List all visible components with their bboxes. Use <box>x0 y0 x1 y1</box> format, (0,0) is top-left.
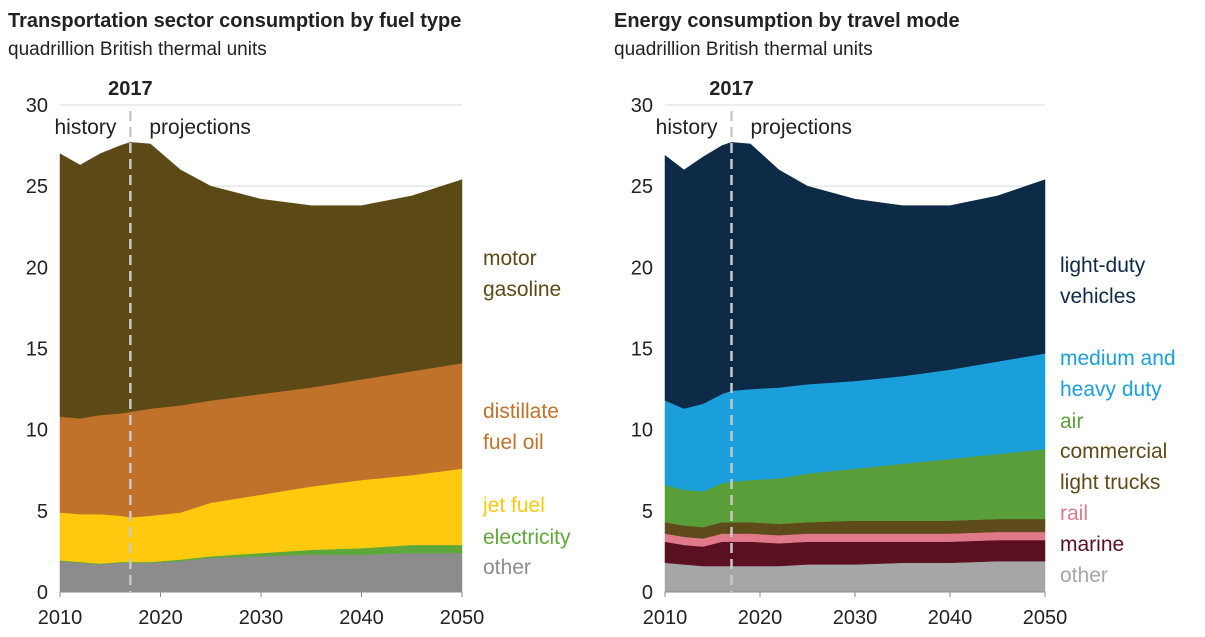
y-tick-label: 30 <box>631 95 653 117</box>
marker-label: 2017 <box>108 78 153 100</box>
y-tick-label: 0 <box>642 582 653 604</box>
y-tick-label: 25 <box>631 176 653 198</box>
series-label: rail <box>1060 502 1089 525</box>
chart-title: Transportation sector consumption by fue… <box>8 10 461 32</box>
series-label: jet fuel <box>483 494 545 517</box>
x-tick-label: 2010 <box>38 607 83 629</box>
series-label: other <box>1060 564 1108 587</box>
x-tick-label: 2050 <box>1023 607 1068 629</box>
y-tick-label: 5 <box>642 501 653 523</box>
x-tick-label: 2030 <box>833 607 878 629</box>
y-tick-label: 20 <box>631 257 653 279</box>
area <box>59 142 463 419</box>
x-tick-label: 2040 <box>928 607 973 629</box>
series-label: distillate fuel oil <box>483 400 559 454</box>
x-tick-label: 2040 <box>339 607 384 629</box>
y-tick-label: 20 <box>26 257 48 279</box>
y-tick-label: 15 <box>26 339 48 361</box>
annotation: projections <box>751 116 853 139</box>
chart-subtitle: quadrillion British thermal units <box>8 39 267 60</box>
chart-subtitle: quadrillion British thermal units <box>614 39 873 60</box>
annotation: projections <box>149 116 251 139</box>
x-tick-label: 2050 <box>440 607 485 629</box>
series-label: other <box>483 556 531 579</box>
x-tick-label: 2030 <box>239 607 284 629</box>
annotation: history <box>656 116 718 139</box>
series-label: commercial light trucks <box>1060 440 1168 494</box>
series-label: air <box>1060 410 1084 433</box>
chart-title: Energy consumption by travel mode <box>614 10 960 32</box>
y-tick-label: 5 <box>37 501 48 523</box>
x-tick-label: 2010 <box>643 607 688 629</box>
series-label: electricity <box>483 526 571 549</box>
x-tick-label: 2020 <box>138 607 183 629</box>
series-label: motor gasoline <box>483 247 562 301</box>
series-label: light-duty vehicles <box>1060 254 1146 308</box>
x-tick-label: 2020 <box>738 607 783 629</box>
series-label: marine <box>1060 533 1125 556</box>
y-tick-label: 25 <box>26 176 48 198</box>
marker-label: 2017 <box>709 78 754 100</box>
area <box>664 142 1046 409</box>
y-tick-label: 10 <box>631 420 653 442</box>
series-label: medium and heavy duty <box>1060 347 1176 401</box>
y-tick-label: 10 <box>26 420 48 442</box>
y-tick-label: 15 <box>631 339 653 361</box>
y-tick-label: 0 <box>37 582 48 604</box>
y-tick-label: 30 <box>26 95 48 117</box>
annotation: history <box>54 116 116 139</box>
